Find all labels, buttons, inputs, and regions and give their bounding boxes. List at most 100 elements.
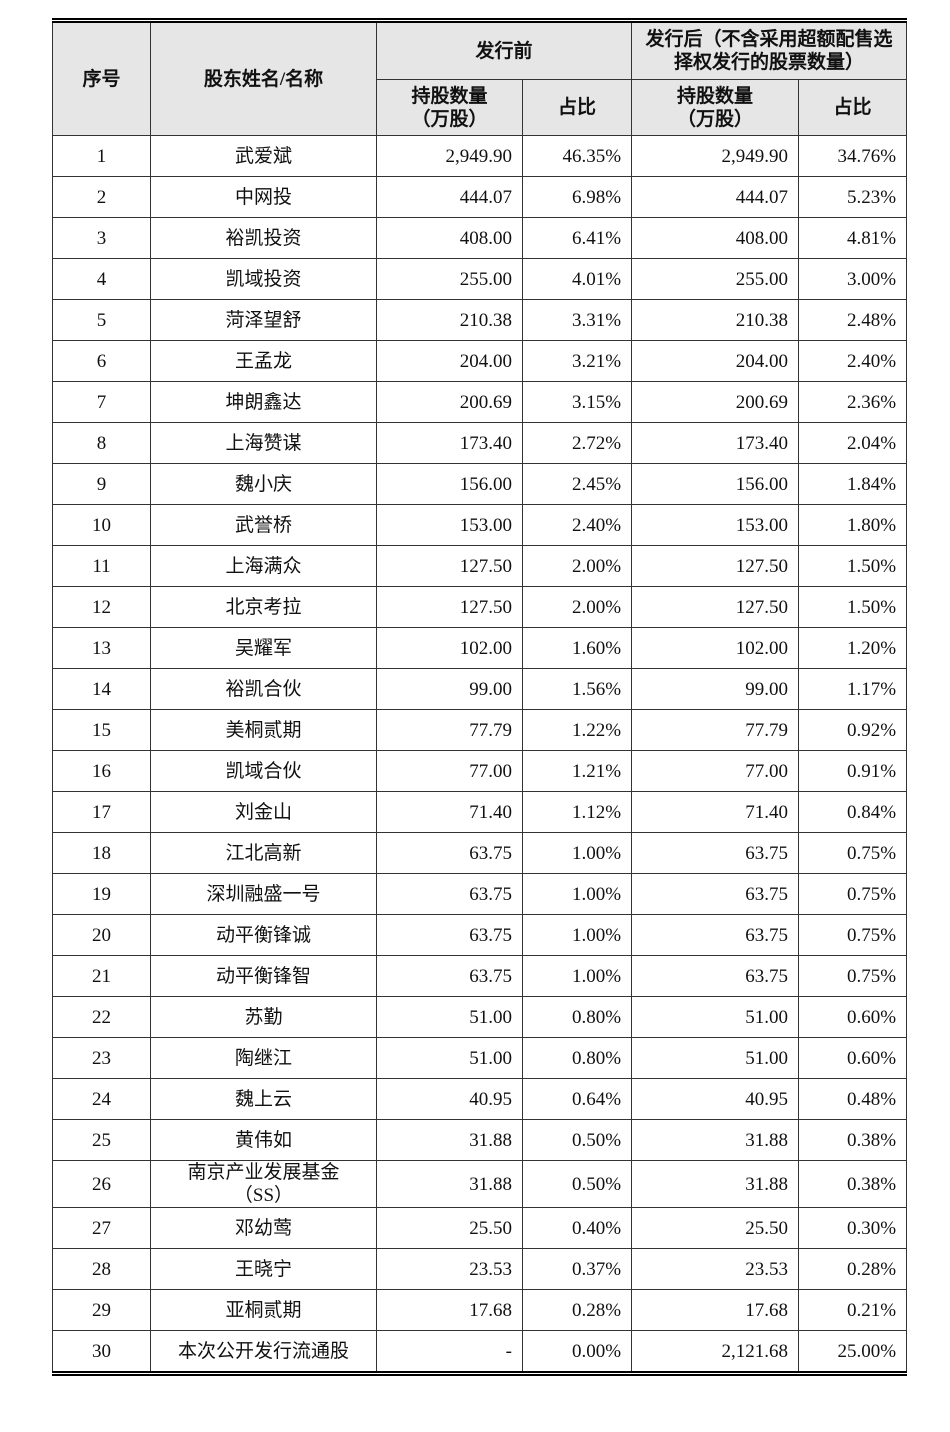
cell-text: 0.37%: [571, 1258, 622, 1280]
cell-text: 99.00: [469, 678, 512, 700]
table-cell: 31.88: [376, 1119, 523, 1161]
cell-text: 4: [96, 268, 107, 290]
cell-text: 255.00: [735, 268, 789, 290]
table-row: 9 魏小庆 156.00 2.45% 156.00 1.84%: [52, 463, 908, 505]
cell-text: 0.64%: [571, 1088, 622, 1110]
cell-text: 23: [92, 1047, 111, 1069]
cell-text: 31.88: [469, 1129, 512, 1151]
cell-text: 127.50: [459, 555, 512, 577]
cell-text: 上海赞谋: [225, 432, 302, 454]
table-cell: 21: [52, 955, 151, 997]
table-cell: 动平衡锋诚: [150, 914, 377, 956]
table-cell: 71.40: [376, 791, 523, 833]
cell-text: 204.00: [735, 350, 789, 372]
cell-text: 0.30%: [846, 1217, 897, 1239]
cell-text: 0.48%: [846, 1088, 897, 1110]
table-cell: 苏勤: [150, 996, 377, 1038]
table-cell: 邓幼莺: [150, 1207, 377, 1249]
table-cell: 0.80%: [521, 1037, 633, 1079]
cell-text: 6: [96, 350, 107, 372]
table-cell: 6: [52, 340, 151, 382]
table-cell: 4.81%: [798, 217, 908, 259]
table-cell: 51.00: [376, 996, 523, 1038]
cell-text: 0.75%: [846, 842, 897, 864]
table-cell: 3.31%: [521, 299, 633, 341]
table-cell: 2: [52, 176, 151, 218]
cell-text: 0.60%: [846, 1006, 897, 1028]
table-cell: 2.04%: [798, 422, 908, 464]
table-cell: 黄伟如: [150, 1119, 377, 1161]
cell-text: 1.20%: [846, 637, 897, 659]
cell-text: 动平衡锋智: [215, 965, 311, 987]
cell-text: 4.81%: [846, 227, 897, 249]
table-row: 19 深圳融盛一号 63.75 1.00% 63.75 0.75%: [52, 873, 908, 915]
table-cell: 408.00: [376, 217, 523, 259]
table-cell: 1.56%: [521, 668, 633, 710]
table-cell: 1.00%: [521, 873, 633, 915]
cell-text: 亚桐贰期: [225, 1299, 302, 1321]
table-cell: 2.40%: [798, 340, 908, 382]
cell-text: 20: [92, 924, 111, 946]
cell-text: 2.72%: [571, 432, 622, 454]
cell-text: 2: [96, 186, 107, 208]
table-cell: 63.75: [376, 955, 523, 997]
table-cell: 153.00: [631, 504, 800, 546]
header-cell: 股东姓名/名称: [150, 20, 377, 136]
table-cell: 1.22%: [521, 709, 633, 751]
table-row: 14 裕凯合伙 99.00 1.56% 99.00 1.17%: [52, 668, 908, 710]
cell-text: 0.21%: [846, 1299, 897, 1321]
cell-text: 0.28%: [571, 1299, 622, 1321]
cell-text: 204.00: [459, 350, 512, 372]
cell-text: 2.40%: [571, 514, 622, 536]
table-cell: 魏小庆: [150, 463, 377, 505]
table-cell: 127.50: [631, 586, 800, 628]
table-cell: 深圳融盛一号: [150, 873, 377, 915]
cell-text: 7: [96, 391, 107, 413]
cell-text: 22: [92, 1006, 111, 1028]
cell-text: 坤朗鑫达: [225, 391, 302, 413]
table-cell: 18: [52, 832, 151, 874]
cell-text: 0.91%: [846, 760, 897, 782]
cell-text: 0.50%: [571, 1173, 622, 1195]
table-cell: 5: [52, 299, 151, 341]
table-cell: 77.79: [376, 709, 523, 751]
cell-text: 21: [92, 965, 111, 987]
table-cell: 4: [52, 258, 151, 300]
cell-text: 2.48%: [846, 309, 897, 331]
table-cell: 武誉桥: [150, 504, 377, 546]
cell-text: 127.50: [459, 596, 512, 618]
cell-text: 63.75: [469, 965, 512, 987]
table-cell: 22: [52, 996, 151, 1038]
table-row: 13 吴耀军 102.00 1.60% 102.00 1.20%: [52, 627, 908, 669]
table-cell: 40.95: [631, 1078, 800, 1120]
table-row: 12 北京考拉 127.50 2.00% 127.50 1.50%: [52, 586, 908, 628]
table-cell: 28: [52, 1248, 151, 1290]
header-text: 持股数量（万股）: [411, 85, 488, 130]
cell-text: 0.75%: [846, 965, 897, 987]
table-cell: 亚桐贰期: [150, 1289, 377, 1331]
table-cell: 12: [52, 586, 151, 628]
cell-text: 3.15%: [571, 391, 622, 413]
cell-text: 210.38: [459, 309, 512, 331]
cell-text: 63.75: [469, 924, 512, 946]
table-row: 15 美桐贰期 77.79 1.22% 77.79 0.92%: [52, 709, 908, 751]
cell-text: 1.84%: [846, 473, 897, 495]
cell-text: 77.00: [745, 760, 789, 782]
cell-text: 71.40: [469, 801, 512, 823]
cell-text: 吴耀军: [234, 637, 292, 659]
cell-text: 63.75: [469, 883, 512, 905]
table-cell: 29: [52, 1289, 151, 1331]
cell-text: 菏泽望舒: [225, 309, 302, 331]
cell-text: 1.50%: [846, 555, 897, 577]
table-cell: 1.50%: [798, 586, 908, 628]
cell-text: 51.00: [469, 1006, 512, 1028]
cell-text: 武爱斌: [234, 145, 292, 167]
table-cell: 63.75: [631, 914, 800, 956]
cell-text: 6.98%: [571, 186, 622, 208]
cell-text: 1.56%: [571, 678, 622, 700]
cell-text: 3: [96, 227, 107, 249]
cell-text: 25.00%: [837, 1340, 897, 1362]
table-row: 25 黄伟如 31.88 0.50% 31.88 0.38%: [52, 1119, 908, 1161]
table-cell: 10: [52, 504, 151, 546]
